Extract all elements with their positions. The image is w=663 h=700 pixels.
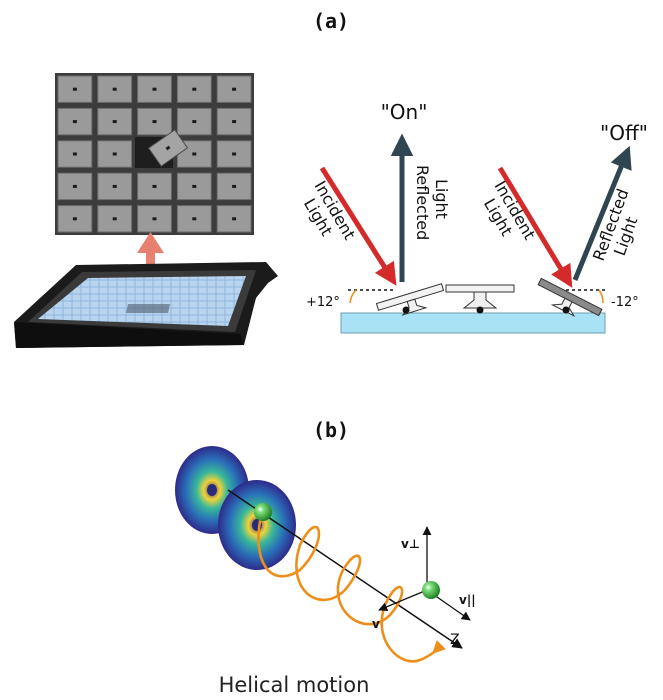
angle-minus-label: -12° <box>611 295 639 310</box>
dmd-mirror-hinge <box>192 87 197 91</box>
dmd-mirror-hinge <box>72 120 77 124</box>
v-perp-label: v⊥ <box>401 537 420 551</box>
panel-b-label: (b) <box>313 418 349 442</box>
dmd-mirror-hinge <box>72 152 77 156</box>
panel-a-label: (a) <box>313 9 349 33</box>
particle-helix <box>422 581 440 599</box>
dmd-mirror-hinge <box>72 87 77 91</box>
dmd-mirror-hinge <box>232 152 237 156</box>
dmd-mirror-hinge <box>152 184 157 188</box>
dmd-mirror-hinge <box>232 87 237 91</box>
reflected-arrow-off <box>572 145 632 281</box>
v-label: v <box>372 617 380 631</box>
dmd-mirror-hinge <box>152 217 157 221</box>
dmd-mirror-hinge <box>232 184 237 188</box>
angle-plus-label: +12° <box>306 295 340 310</box>
substrate-bar <box>340 312 606 334</box>
dmd-mirror-hinge <box>112 120 117 124</box>
mirror-flat <box>445 284 515 314</box>
dmd-mirror-hinge <box>192 184 197 188</box>
particle-front <box>254 503 272 521</box>
dmd-mirror-hinge <box>72 184 77 188</box>
v-par-label: v|| <box>459 593 476 607</box>
dmd-mirror-hinge <box>232 120 237 124</box>
dmd-mirror-hinge <box>232 217 237 221</box>
dmd-mirror-hinge <box>112 217 117 221</box>
mirror-on <box>348 283 445 316</box>
z-axis-label: Z <box>450 632 460 648</box>
svg-text:Reflected: Reflected <box>413 165 432 240</box>
dmd-mirror-hinge <box>192 152 197 156</box>
dmd-mirror-hinge <box>192 217 197 221</box>
dmd-mirror-hinge <box>72 217 77 221</box>
dmd-mirror-hinge <box>192 120 197 124</box>
beam-profile-front <box>218 480 296 570</box>
dmd-mirror-hinge <box>152 120 157 124</box>
dmd-mirror-hinge <box>152 87 157 91</box>
helical-path <box>257 511 446 663</box>
svg-text:Light: Light <box>432 179 451 219</box>
v-vector <box>378 589 428 612</box>
on-label: "On" <box>381 100 428 124</box>
reflected-light-label-left: Reflected Light <box>413 165 451 240</box>
dmd-mirror-cell <box>176 205 212 233</box>
incident-arrow-on <box>319 166 397 286</box>
dmd-tilted-mirror <box>147 129 189 167</box>
off-label: "Off" <box>600 121 648 145</box>
dmd-mirror-hinge <box>112 87 117 91</box>
dmd-mirror-grid <box>55 73 254 235</box>
dmd-mirror-hinge <box>112 152 117 156</box>
dmd-mirror-hinge <box>112 184 117 188</box>
dmd-chip <box>14 262 278 348</box>
incident-arrow-off <box>497 166 573 288</box>
caption-helical-motion: Helical motion <box>219 673 370 697</box>
